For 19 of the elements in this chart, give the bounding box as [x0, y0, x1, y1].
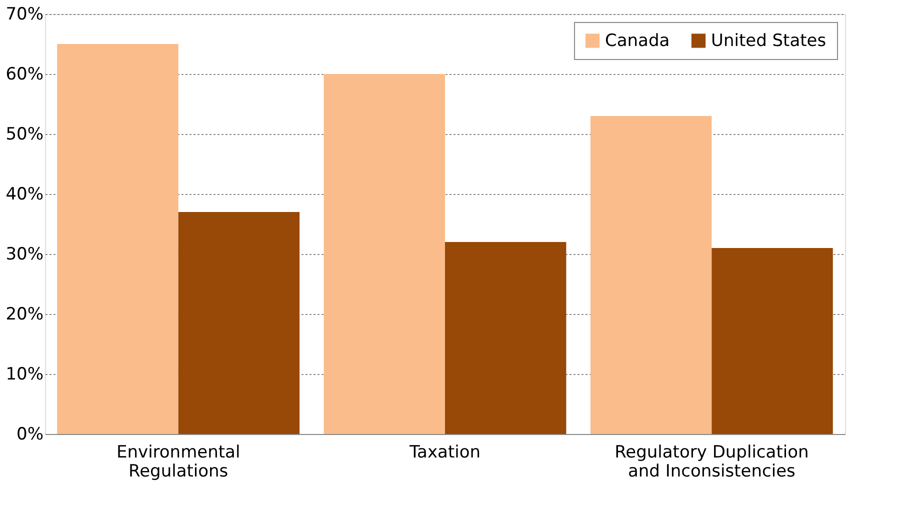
- y-tick-label: 10%: [6, 364, 44, 384]
- bar: [445, 242, 566, 434]
- y-tick-label: 70%: [6, 4, 44, 24]
- y-tick-label: 50%: [6, 124, 44, 144]
- bar: [324, 74, 445, 434]
- bar: [57, 44, 178, 434]
- y-tick-label: 0%: [16, 424, 44, 444]
- y-tick-label: 30%: [6, 244, 44, 264]
- y-tick-label: 40%: [6, 184, 44, 204]
- y-tick-label: 60%: [6, 64, 44, 84]
- bar: [590, 116, 712, 434]
- x-tick-label: Environmental Regulations: [116, 442, 240, 482]
- legend-label: United States: [711, 30, 826, 51]
- x-tick-label: Taxation: [408, 442, 481, 462]
- bar: [712, 248, 833, 434]
- y-tick-label: 20%: [6, 304, 44, 324]
- x-tick-label: Regulatory Duplication and Inconsistencies: [614, 442, 809, 482]
- legend-label: Canada: [605, 30, 670, 51]
- bar: [178, 212, 300, 434]
